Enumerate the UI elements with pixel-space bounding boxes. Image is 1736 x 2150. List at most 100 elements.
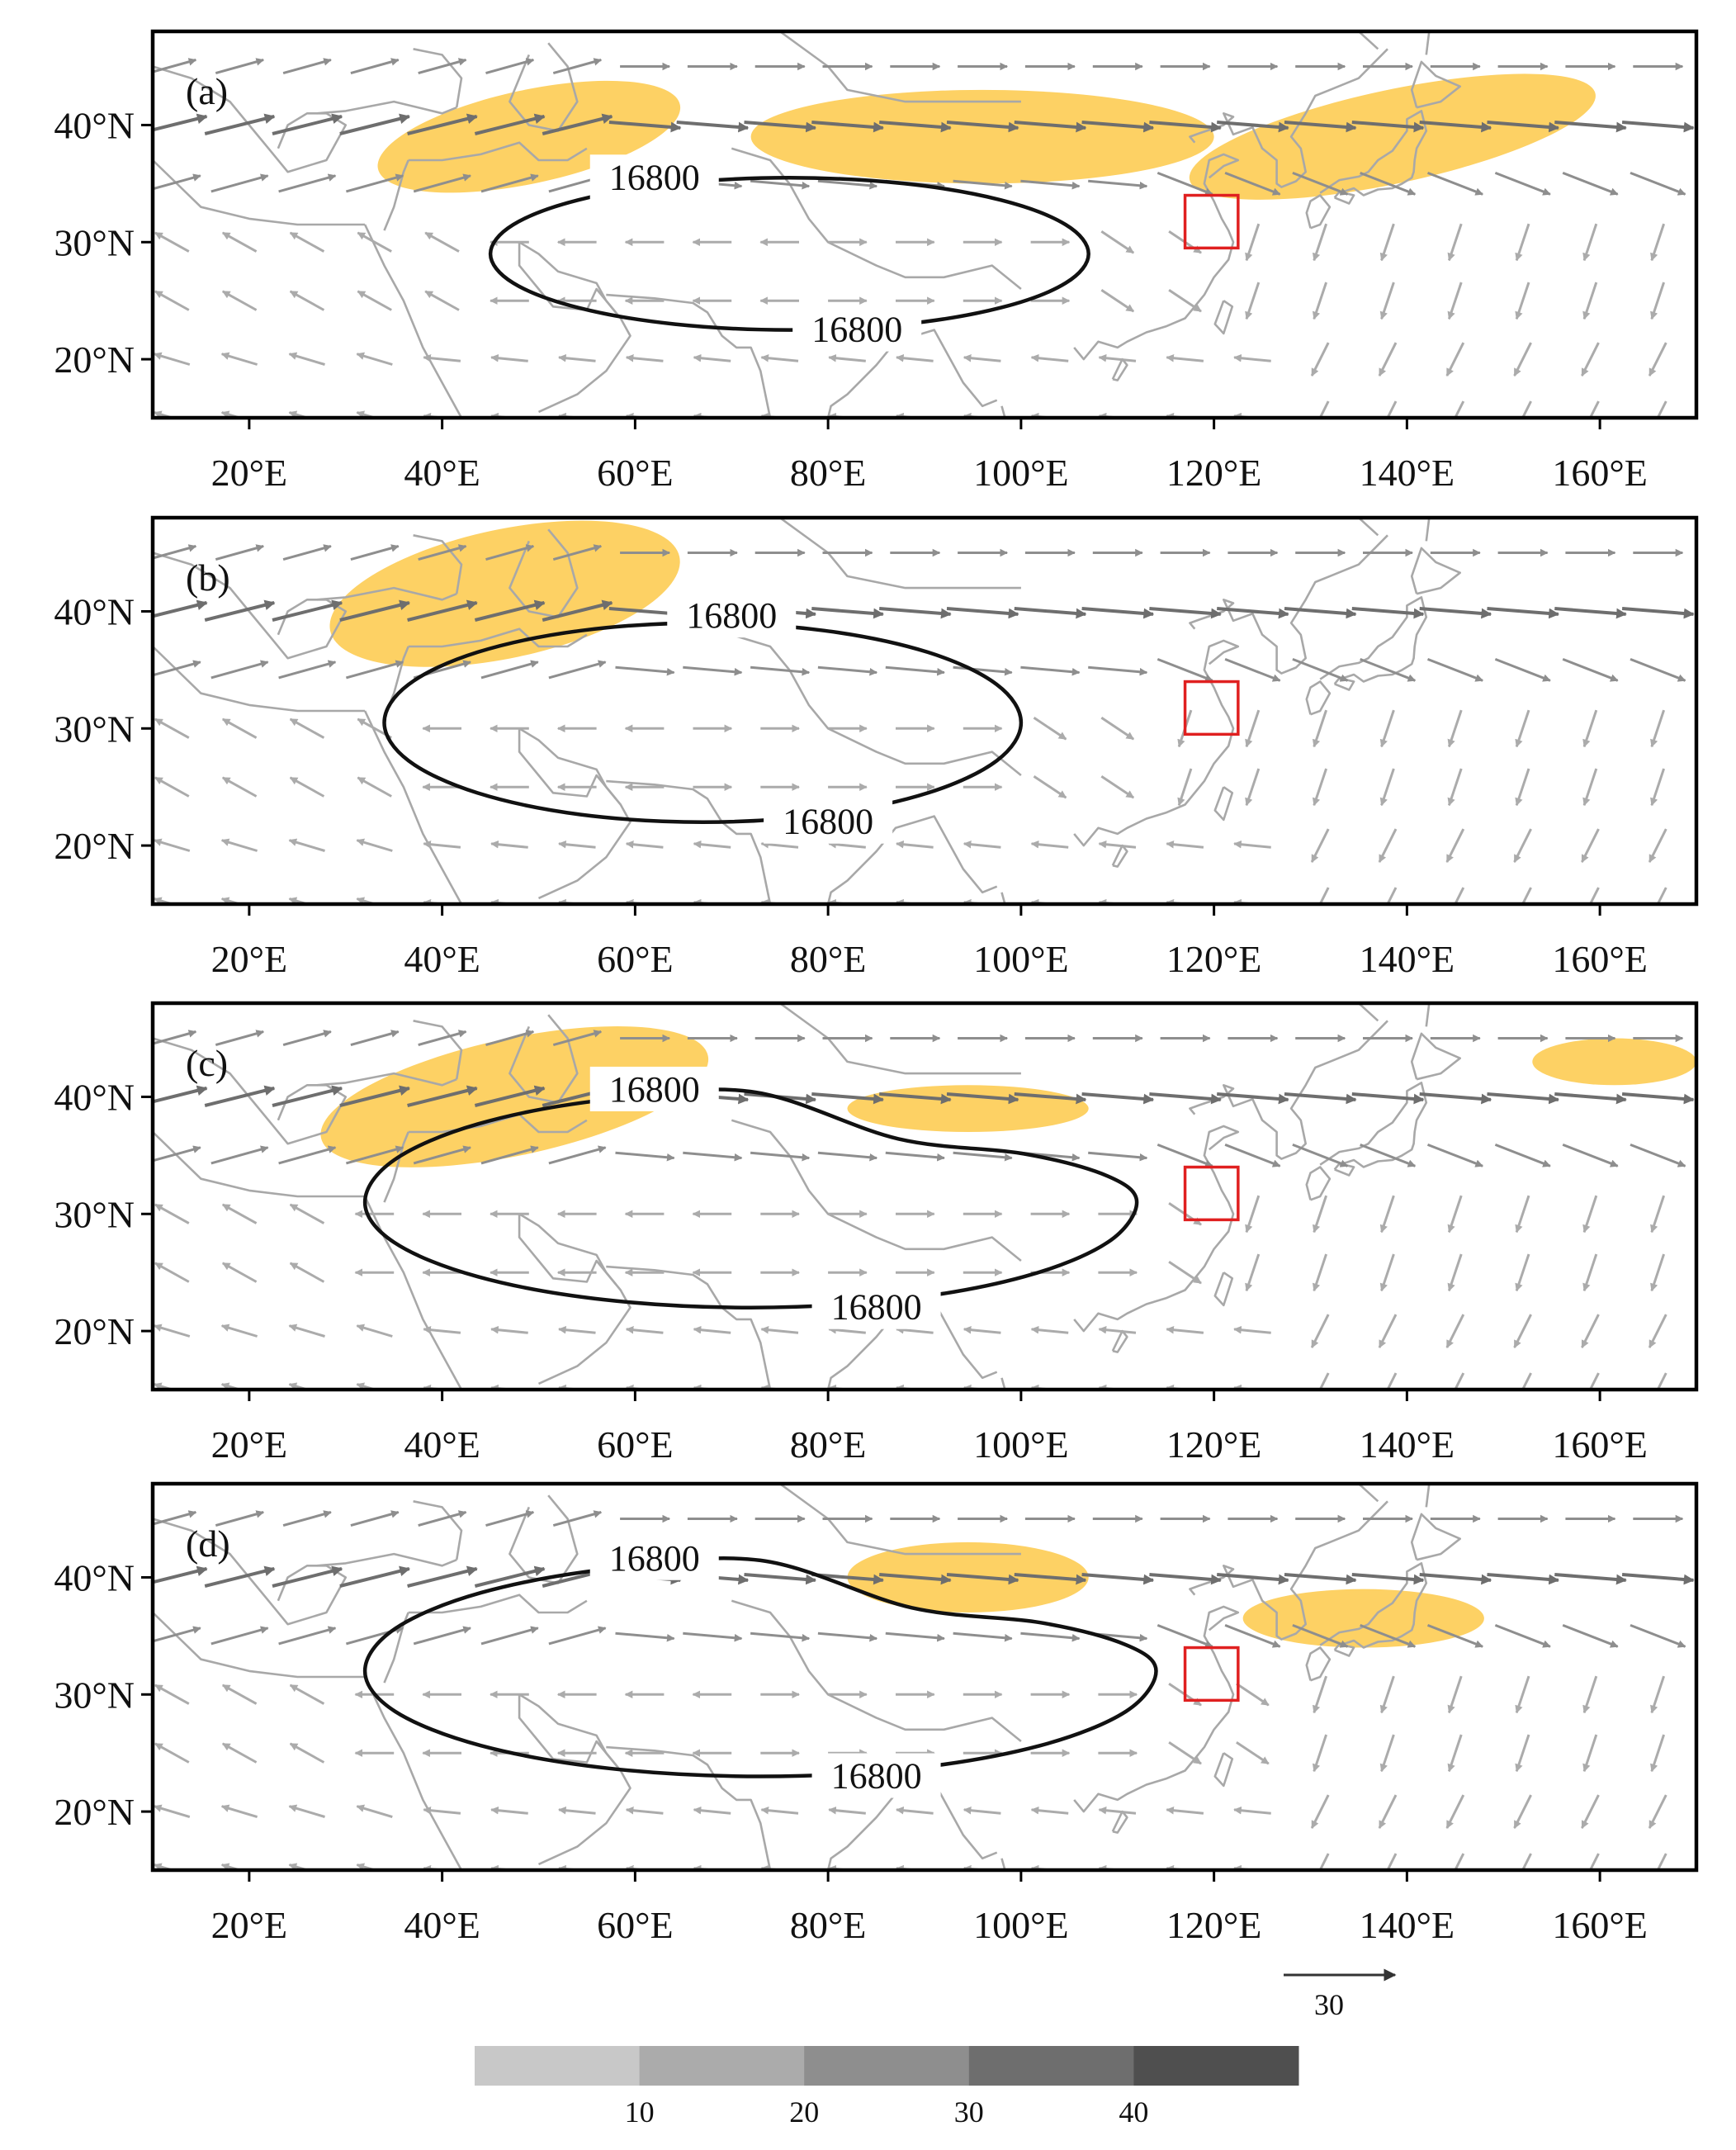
coastline xyxy=(1410,1032,1461,1081)
wind-vector xyxy=(896,353,934,362)
wind-vector xyxy=(1098,1325,1137,1334)
wind-vector xyxy=(1554,1573,1627,1585)
wind-vector xyxy=(1386,887,1398,904)
coastline xyxy=(1111,1329,1128,1353)
wind-vector xyxy=(693,1806,731,1815)
wind-vector xyxy=(485,1030,535,1047)
wind-vector xyxy=(153,1565,208,1584)
contour-label-bg xyxy=(589,1535,719,1580)
jet-region xyxy=(1532,1038,1696,1086)
wind-vector xyxy=(1100,774,1135,799)
wind-vector xyxy=(1581,1314,1600,1348)
coastline xyxy=(1358,518,1379,537)
coastline xyxy=(316,100,457,115)
wind-vector xyxy=(1351,1092,1425,1105)
wind-vector xyxy=(154,717,190,739)
wind-vector xyxy=(204,599,276,622)
wind-vector xyxy=(204,1085,276,1107)
wind-vector xyxy=(1419,1092,1492,1105)
wind-vector xyxy=(1513,1794,1532,1829)
coastline xyxy=(153,552,348,660)
coastline xyxy=(1410,547,1461,595)
wind-vector xyxy=(1378,1794,1398,1829)
wind-vector xyxy=(1521,1853,1532,1870)
coastline xyxy=(731,147,1022,291)
coastline xyxy=(316,586,457,601)
wind-vector xyxy=(221,717,258,739)
wind-vector xyxy=(221,1262,258,1283)
coastline xyxy=(606,1265,772,1390)
wind-vector xyxy=(215,544,265,561)
wind-vector xyxy=(1487,607,1560,619)
x-tick-label: 40°E xyxy=(404,938,480,980)
coastline xyxy=(1333,1643,1355,1657)
wind-vector xyxy=(153,1324,191,1338)
wind-vector xyxy=(1177,768,1193,807)
jet-region xyxy=(329,520,680,667)
wind-vector xyxy=(413,1626,471,1646)
wind-vector xyxy=(896,1806,934,1815)
wind-vector xyxy=(1100,288,1135,313)
coastline xyxy=(1305,1646,1332,1682)
wind-vector xyxy=(1236,1740,1270,1765)
wind-vector xyxy=(1224,1144,1281,1167)
coastline xyxy=(1425,1003,1431,1027)
wind-vector xyxy=(1014,121,1087,133)
wind-vector xyxy=(474,1565,546,1588)
reference-vector-label: 30 xyxy=(1314,1988,1344,2021)
colorbar-segment xyxy=(1133,2046,1299,2086)
coastline xyxy=(778,1003,1021,1075)
wind-vector xyxy=(1621,607,1695,619)
wind-vector xyxy=(896,1325,934,1334)
wind-vector xyxy=(1312,223,1328,262)
coastline xyxy=(1213,300,1234,335)
wind-vector xyxy=(423,1806,461,1815)
wind-vector xyxy=(288,897,312,904)
wind-vector xyxy=(289,1203,325,1224)
wind-vector xyxy=(1292,172,1349,196)
wind-vector xyxy=(423,840,461,849)
wind-vector xyxy=(1360,1144,1417,1167)
coastline xyxy=(1000,892,1006,904)
wind-vector xyxy=(1554,1092,1627,1105)
wind-vector xyxy=(1351,121,1425,133)
wind-vector xyxy=(1650,1675,1666,1714)
coastline xyxy=(383,1612,409,1684)
wind-vector xyxy=(1351,607,1425,619)
wind-vector xyxy=(1312,768,1328,807)
wind-vector xyxy=(1030,353,1069,362)
wind-vector xyxy=(1312,1195,1328,1234)
wind-vector xyxy=(289,1262,325,1283)
wind-vector xyxy=(1582,768,1598,807)
x-tick-label: 20°E xyxy=(211,1423,288,1466)
wind-vector xyxy=(220,897,244,904)
wind-vector xyxy=(1454,887,1465,904)
panel-label: (a) xyxy=(186,70,228,112)
wind-vector xyxy=(153,897,177,904)
wind-vector xyxy=(1098,1806,1137,1815)
coastline xyxy=(153,646,366,713)
wind-vector xyxy=(154,231,190,253)
wind-vector xyxy=(542,599,613,622)
y-tick-label: 20°N xyxy=(54,1310,135,1352)
wind-vector xyxy=(153,1085,208,1104)
wind-vector xyxy=(1454,400,1465,418)
wind-vector xyxy=(1426,1624,1483,1648)
wind-vector xyxy=(1014,607,1087,619)
wind-vector xyxy=(1650,709,1666,748)
wind-vector xyxy=(1233,1806,1271,1815)
wind-vector xyxy=(480,660,539,680)
coastline xyxy=(153,65,348,173)
wind-vector xyxy=(558,840,596,849)
coastline xyxy=(363,224,463,418)
wind-vector xyxy=(1312,1734,1328,1773)
wind-vector xyxy=(1426,658,1483,682)
wind-vector xyxy=(339,1085,411,1107)
wind-vector xyxy=(220,410,244,418)
wind-vector xyxy=(953,665,1013,676)
wind-vector xyxy=(1588,887,1600,904)
wind-vector xyxy=(490,353,528,362)
coastline xyxy=(413,1020,463,1080)
coastline xyxy=(363,1196,463,1390)
wind-vector xyxy=(1515,1253,1530,1292)
